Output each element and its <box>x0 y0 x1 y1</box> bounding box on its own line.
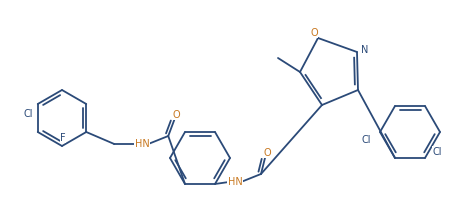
Text: O: O <box>263 148 271 158</box>
Text: HN: HN <box>135 139 150 149</box>
Text: O: O <box>310 28 318 38</box>
Text: Cl: Cl <box>361 135 371 145</box>
Text: Cl: Cl <box>23 109 33 119</box>
Text: Cl: Cl <box>432 147 442 157</box>
Text: O: O <box>172 110 180 120</box>
Text: HN: HN <box>227 177 242 187</box>
Text: N: N <box>361 45 369 55</box>
Text: F: F <box>60 133 66 143</box>
